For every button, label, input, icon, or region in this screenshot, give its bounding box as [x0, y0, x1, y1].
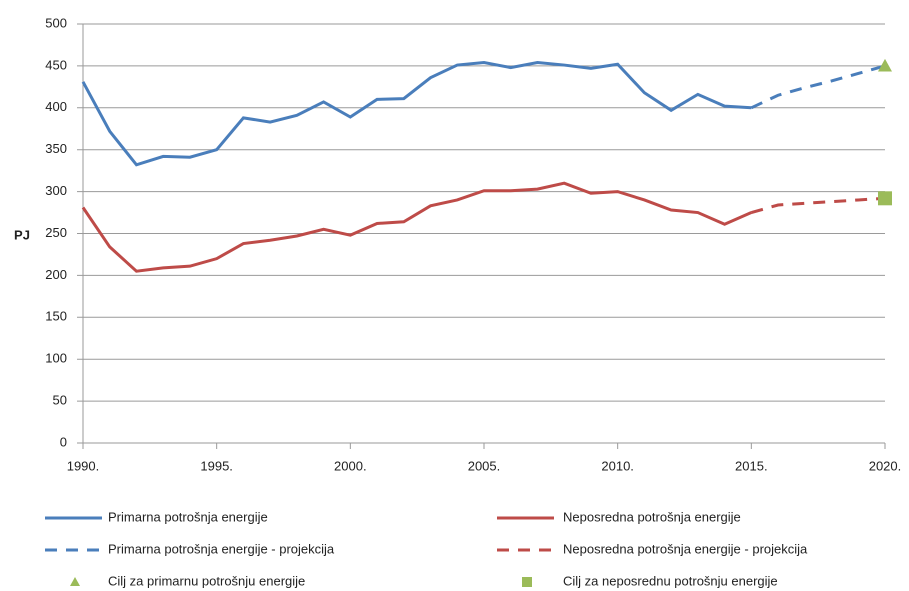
series-line [81, 181, 752, 273]
y-tick-label: 200 [45, 267, 67, 282]
y-tick-label: 450 [45, 57, 67, 72]
legend-label: Cilj za neposrednu potrošnju energije [563, 573, 778, 588]
legend-marker [522, 577, 532, 587]
y-tick-label: 100 [45, 351, 67, 366]
target-marker [878, 191, 892, 206]
y-tick-label: 400 [45, 99, 67, 114]
y-tick-label: 300 [45, 183, 67, 198]
series-line [750, 196, 886, 214]
y-tick-label: 50 [53, 393, 67, 408]
x-tick-label: 2000. [334, 458, 367, 473]
x-tick-label: 1995. [200, 458, 233, 473]
legend-label: Primarna potrošnja energije - projekcija [108, 541, 335, 556]
x-tick-label: 2010. [601, 458, 634, 473]
y-tick-label: 150 [45, 309, 67, 324]
y-axis-label: PJ [14, 227, 30, 242]
y-tick-label: 250 [45, 225, 67, 240]
y-tick-label: 500 [45, 15, 67, 30]
x-tick-label: 2015. [735, 458, 768, 473]
legend-label: Neposredna potrošnja energije [563, 509, 741, 524]
legend-label: Neposredna potrošnja energije - projekci… [563, 541, 808, 556]
x-tick-label: 1990. [67, 458, 100, 473]
series-line [81, 61, 752, 167]
series-line [750, 64, 886, 110]
legend-label: Primarna potrošnja energije [108, 509, 268, 524]
legend-marker [70, 577, 80, 586]
y-tick-label: 0 [60, 434, 67, 449]
target-marker [878, 58, 892, 72]
legend-label: Cilj za primarnu potrošnju energije [108, 573, 305, 588]
x-tick-label: 2005. [468, 458, 501, 473]
y-tick-label: 350 [45, 141, 67, 156]
x-tick-label: 2020. [869, 458, 902, 473]
